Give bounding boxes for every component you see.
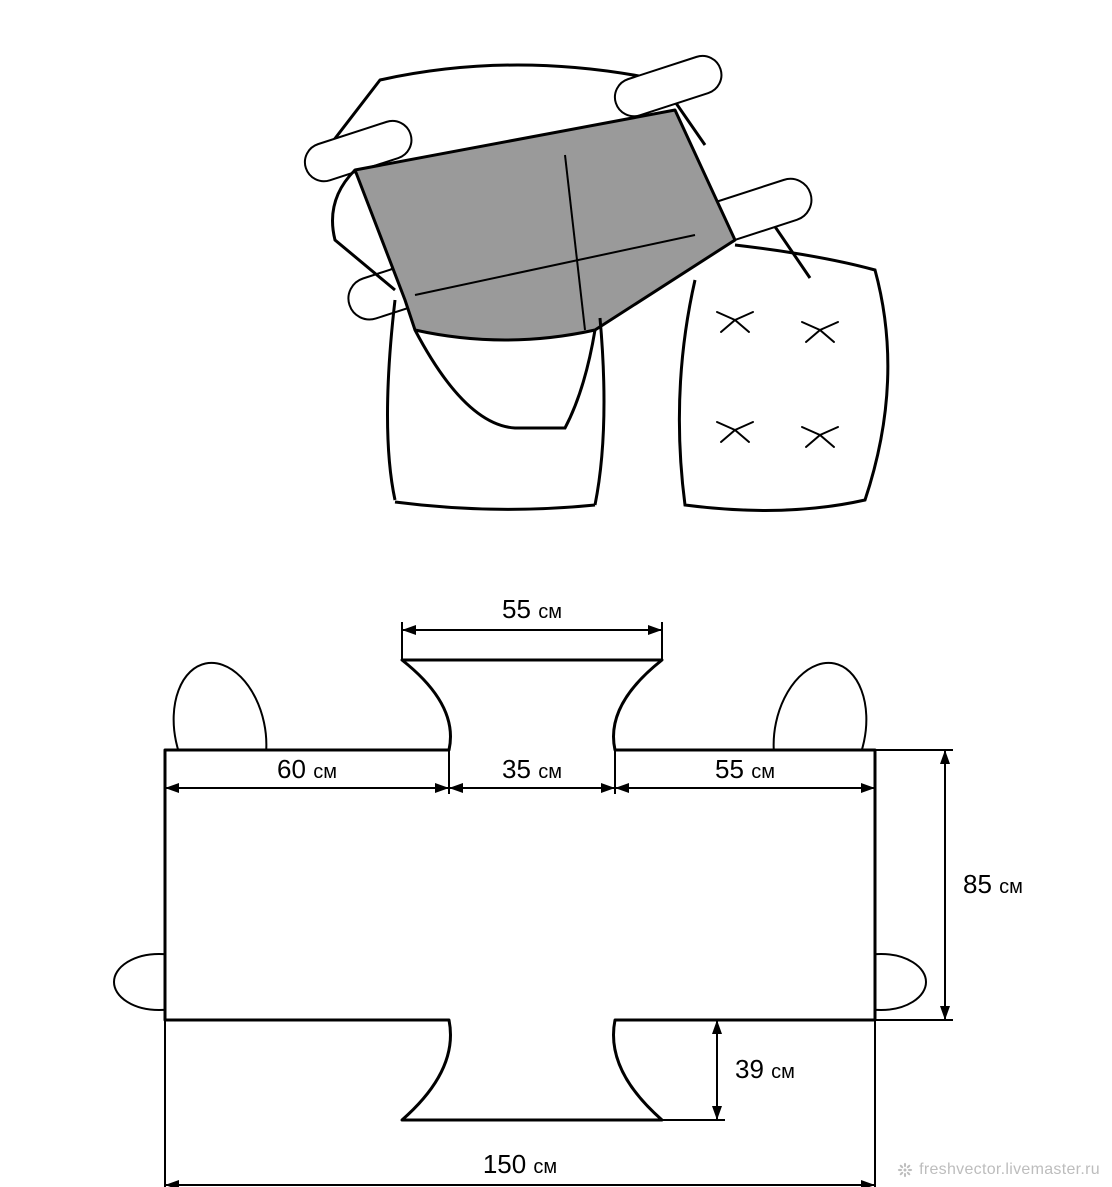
- dim-label-body_height: 85 см: [963, 869, 1023, 899]
- flat-pattern: [114, 654, 926, 1120]
- diagram-canvas: 55 см60 см35 см55 см85 см39 см150 см: [0, 0, 1112, 1187]
- dim-unit-top_flap_width: см: [538, 601, 562, 623]
- dim-unit-total_width: см: [533, 1156, 557, 1178]
- dim-unit-seg_mid: см: [538, 761, 562, 783]
- dim-value-total_width: 150: [483, 1149, 534, 1179]
- dim-label-bottom_flap_h: 39 см: [735, 1054, 795, 1084]
- dim-unit-body_height: см: [999, 876, 1023, 898]
- dim-label-top_flap_width: 55 см: [502, 594, 562, 624]
- dim-value-seg_left: 60: [277, 754, 313, 784]
- dim-unit-seg_right: см: [751, 761, 775, 783]
- dim-value-body_height: 85: [963, 869, 999, 899]
- dim-label-total_width: 150 см: [483, 1149, 557, 1179]
- dim-unit-bottom_flap_h: см: [771, 1061, 795, 1083]
- dim-value-top_flap_width: 55: [502, 594, 538, 624]
- watermark-icon: [897, 1162, 913, 1178]
- dim-value-seg_right: 55: [715, 754, 751, 784]
- watermark: freshvector.livemaster.ru: [897, 1161, 1100, 1179]
- dim-value-seg_mid: 35: [502, 754, 538, 784]
- dim-value-bottom_flap_h: 39: [735, 1054, 771, 1084]
- watermark-text: freshvector.livemaster.ru: [919, 1161, 1100, 1179]
- dim-unit-seg_left: см: [313, 761, 337, 783]
- car-seat-illustration: [300, 51, 888, 510]
